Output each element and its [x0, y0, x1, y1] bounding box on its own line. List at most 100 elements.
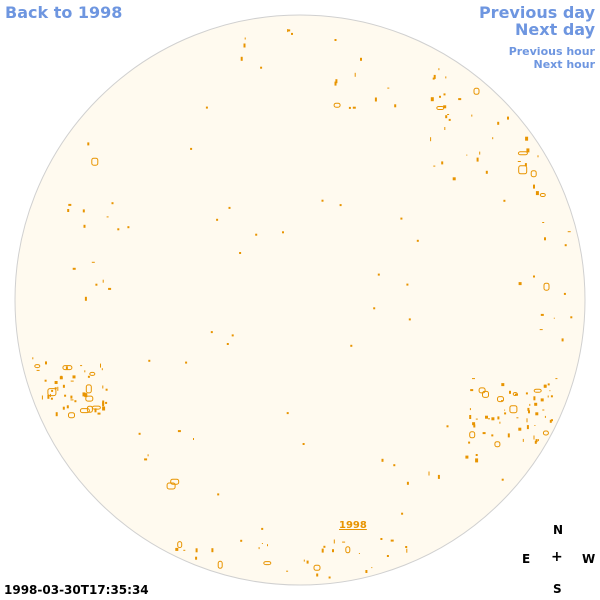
feature-mark	[84, 370, 86, 373]
feature-mark	[348, 106, 351, 109]
feature-mark	[148, 359, 151, 362]
feature-mark	[542, 409, 545, 411]
feature-mark	[544, 237, 546, 241]
feature-mark	[570, 316, 573, 319]
feature-mark	[416, 239, 419, 242]
feature-mark	[70, 395, 73, 399]
feature-mark	[374, 97, 377, 102]
feature-mark	[542, 222, 545, 223]
previous-hour-link[interactable]: Previous hour	[508, 45, 595, 58]
feature-mark	[240, 539, 243, 542]
feature-mark	[80, 365, 83, 367]
feature-mark	[485, 170, 488, 174]
feature-mark	[44, 379, 47, 382]
compass-east: E	[522, 552, 531, 566]
feature-mark	[354, 72, 356, 77]
feature-mark	[390, 539, 394, 542]
feature-mark	[528, 410, 530, 414]
feature-mark	[72, 267, 76, 270]
feature-mark	[539, 193, 546, 197]
feature-mark	[286, 570, 289, 572]
feature-mark	[533, 275, 535, 278]
feature-mark	[41, 395, 43, 400]
feature-mark	[377, 273, 380, 276]
feature-mark	[430, 137, 432, 142]
feature-mark	[303, 559, 305, 562]
compass-west: W	[582, 552, 596, 566]
feature-mark	[55, 412, 58, 417]
previous-day-link[interactable]: Previous day	[478, 3, 595, 22]
feature-mark	[267, 544, 268, 547]
feature-mark	[501, 400, 503, 402]
feature-mark	[335, 79, 338, 84]
feature-mark	[540, 313, 544, 316]
feature-mark	[501, 478, 504, 481]
feature-mark	[473, 87, 480, 95]
feature-mark	[525, 392, 528, 395]
feature-mark	[439, 95, 441, 98]
feature-mark	[111, 202, 114, 205]
feature-mark	[491, 434, 494, 437]
feature-mark	[448, 118, 451, 121]
feature-mark	[540, 398, 544, 402]
feature-mark	[85, 384, 92, 394]
feature-mark	[261, 543, 263, 544]
feature-mark	[211, 548, 214, 553]
feature-mark	[469, 431, 476, 439]
feature-mark	[534, 440, 537, 444]
feature-mark	[534, 425, 536, 426]
feature-mark	[428, 471, 430, 476]
feature-mark	[522, 438, 524, 442]
next-hour-link[interactable]: Next hour	[533, 58, 596, 71]
feature-mark	[470, 389, 474, 392]
feature-mark	[231, 334, 234, 337]
feature-mark	[563, 292, 566, 295]
solar-features	[32, 29, 573, 579]
feature-mark	[507, 433, 510, 438]
feature-mark	[458, 98, 462, 101]
feature-mark	[526, 418, 528, 423]
feature-mark	[441, 161, 444, 165]
feature-mark	[553, 317, 555, 319]
feature-mark	[59, 376, 63, 380]
feature-mark	[64, 394, 67, 397]
feature-mark	[482, 432, 486, 435]
feature-mark	[485, 415, 488, 419]
feature-mark	[51, 389, 54, 392]
feature-mark	[84, 393, 88, 398]
feature-mark	[503, 199, 506, 202]
feature-mark	[36, 369, 40, 371]
feature-mark	[527, 407, 530, 411]
next-day-link[interactable]: Next day	[515, 20, 595, 39]
feature-mark	[70, 380, 74, 382]
feature-mark	[183, 549, 186, 551]
feature-mark	[567, 231, 571, 233]
feature-mark	[529, 403, 531, 406]
feature-mark	[62, 365, 73, 371]
sun-year-link[interactable]: 1998	[339, 520, 367, 531]
feature-mark	[479, 151, 481, 155]
feature-mark	[352, 106, 356, 109]
feature-mark	[54, 387, 57, 390]
compass-center-icon: +	[551, 549, 563, 565]
feature-mark	[443, 93, 446, 96]
feature-mark	[542, 430, 549, 436]
feature-mark	[244, 37, 246, 40]
feature-mark	[195, 556, 198, 560]
feature-mark	[216, 218, 219, 221]
feature-mark	[373, 307, 376, 310]
feature-mark	[381, 458, 384, 462]
feature-mark	[393, 464, 396, 467]
feature-mark	[205, 106, 208, 109]
feature-mark	[533, 184, 535, 189]
feature-mark	[473, 424, 476, 428]
feature-mark	[105, 388, 108, 391]
feature-mark	[433, 165, 436, 167]
feature-mark	[547, 395, 549, 398]
feature-mark	[138, 432, 141, 435]
feature-mark	[217, 560, 223, 569]
feature-mark	[405, 546, 408, 548]
back-to-year-link[interactable]: Back to 1998	[5, 3, 123, 22]
feature-mark	[452, 177, 456, 181]
compass-south: S	[553, 582, 562, 596]
